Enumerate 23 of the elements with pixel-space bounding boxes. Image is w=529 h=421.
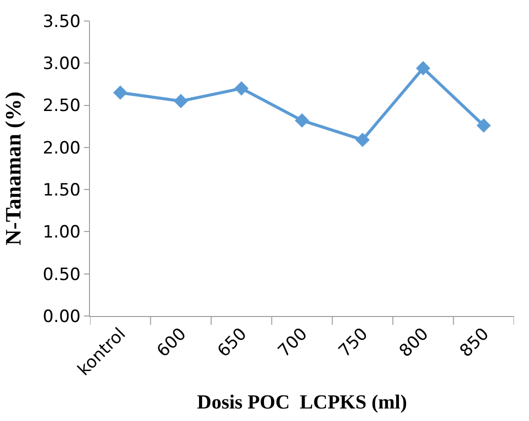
x-tick-label: 600 [153, 324, 190, 362]
point [416, 61, 430, 76]
point [294, 113, 310, 128]
point [355, 132, 370, 147]
y-tick-label: 0.50 [42, 264, 81, 285]
y-axis-title: N-Tanaman (%) [0, 92, 26, 246]
y-tick-label: 2.50 [42, 96, 81, 116]
point [174, 94, 188, 108]
point [234, 81, 249, 96]
y-tick-label: 0.00 [42, 306, 81, 327]
x-tick-label: 650 [214, 324, 251, 362]
x-tick-label: 750 [335, 324, 372, 362]
y-tick-label: 1.00 [42, 222, 81, 243]
x-tick-label: 700 [274, 324, 312, 362]
point [113, 85, 128, 100]
y-tick-label: 3.50 [42, 12, 81, 32]
x-axis-title: Dosis POC LCPKS (ml) [197, 392, 407, 414]
x-tick-label: 800 [396, 324, 433, 362]
x-tick-label: 850 [456, 324, 494, 362]
point [476, 118, 491, 133]
y-tick-label: 2.00 [42, 138, 81, 158]
y-tick-label: 1.50 [42, 180, 81, 201]
y-tick-label: 3.00 [42, 54, 81, 74]
